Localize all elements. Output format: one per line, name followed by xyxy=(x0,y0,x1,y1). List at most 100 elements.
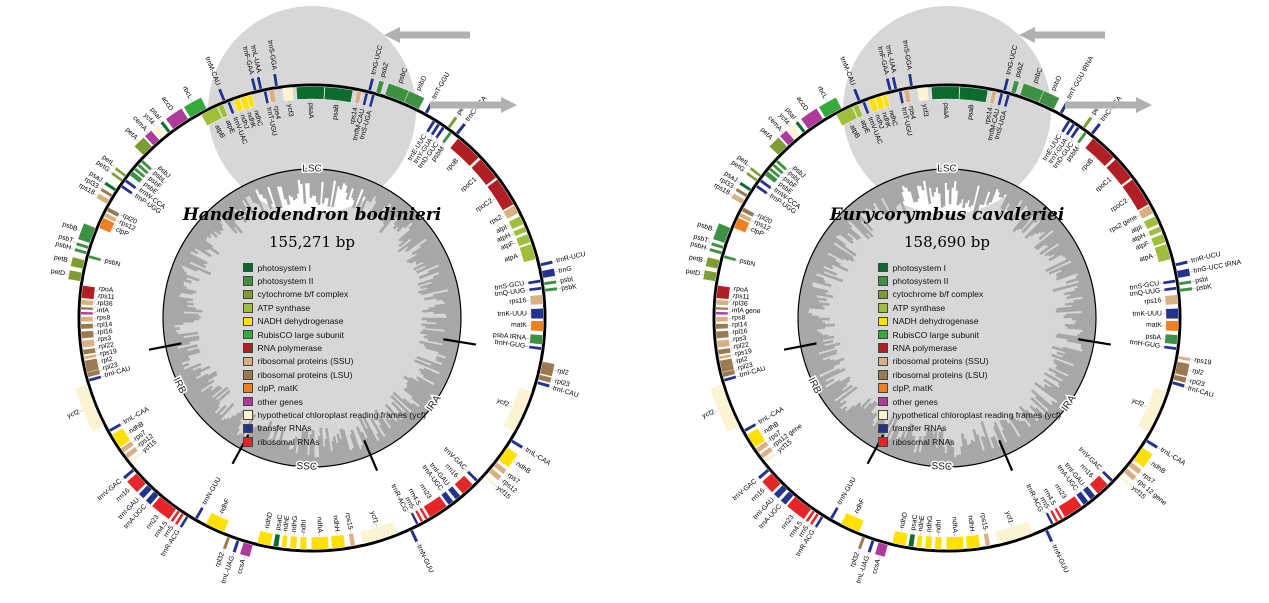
gene-block-rps19 xyxy=(718,353,732,360)
gc-bar xyxy=(1005,441,1013,454)
gc-bar xyxy=(226,194,248,223)
gene-block-trnG xyxy=(541,268,556,279)
gene-label-leader xyxy=(886,74,888,78)
gc-bar xyxy=(409,376,440,397)
gene-label-leader xyxy=(806,110,809,114)
gene-block-trnG-UCC xyxy=(367,77,375,92)
gc-bar xyxy=(352,177,363,201)
gc-bar xyxy=(1043,378,1074,400)
gc-bar xyxy=(397,203,410,218)
gene-label-leader xyxy=(908,102,911,107)
gc-bar xyxy=(415,248,445,265)
gene-label-leader xyxy=(252,107,256,111)
gene-block-trnL-UAG xyxy=(867,539,875,554)
gc-bar xyxy=(1064,287,1094,296)
gc-bar xyxy=(1082,294,1095,300)
gc-bar xyxy=(165,287,194,296)
gene-block-trnS-GCU xyxy=(1162,279,1176,285)
gene-label-leader xyxy=(494,484,498,488)
gc-bar xyxy=(216,202,243,234)
gc-bar xyxy=(419,234,437,248)
gc-bar xyxy=(163,305,196,311)
gc-bar xyxy=(832,220,849,235)
gc-bar xyxy=(819,376,851,397)
gene-block-rpl16 xyxy=(715,330,730,339)
gc-bar xyxy=(313,169,318,196)
gc-bar xyxy=(239,186,248,198)
gc-bar xyxy=(1051,403,1063,414)
gc-bar xyxy=(955,169,960,191)
gc-bar xyxy=(798,307,810,311)
gene-label-psbA: psbA xyxy=(1145,333,1162,341)
gene-block-psbT xyxy=(75,241,90,250)
gene-label-leader xyxy=(878,556,880,560)
gene-label-leader xyxy=(1099,120,1103,124)
gene-block-rps2-gene xyxy=(1138,205,1154,220)
gc-bar xyxy=(404,230,435,253)
gene-block-trnI-CAU xyxy=(723,375,737,383)
gene-label-rrn23: rrn23 xyxy=(1053,483,1068,500)
gc-bar xyxy=(1051,353,1088,369)
gc-bar xyxy=(268,443,277,462)
gc-bar xyxy=(1070,255,1084,263)
gene-block-trnT-UGU xyxy=(263,90,270,105)
gc-bar xyxy=(1051,400,1065,412)
gc-bar xyxy=(169,355,189,365)
gc-bar xyxy=(191,228,208,241)
gene-block-trnE-UUC xyxy=(425,120,436,133)
gene-label-leader xyxy=(96,354,101,356)
gc-bar xyxy=(163,322,184,326)
gc-bar xyxy=(365,427,380,452)
gc-bar xyxy=(181,243,199,255)
region-boundary-tick xyxy=(998,439,1014,472)
gc-bar xyxy=(363,180,373,198)
gc-bar xyxy=(426,279,457,290)
gc-bar xyxy=(967,171,976,201)
gc-bar xyxy=(1021,205,1047,234)
gene-block-ccsA xyxy=(239,542,254,558)
gc-bar xyxy=(798,322,826,326)
gc-bar xyxy=(1006,187,1022,212)
gc-bar xyxy=(847,205,863,223)
gc-bar xyxy=(175,255,192,264)
gc-bar xyxy=(253,179,263,195)
gene-label-leader xyxy=(1152,254,1157,257)
gene-label-leader xyxy=(699,273,704,275)
gc-bar xyxy=(417,271,455,286)
gc-bar xyxy=(1077,333,1095,339)
gc-bar xyxy=(199,389,231,418)
gene-block-trnN-GUU xyxy=(194,506,205,520)
gc-bar xyxy=(808,259,825,269)
gene-label-trnS-GCU: trnS-GCU xyxy=(1129,280,1160,292)
gc-bar xyxy=(815,378,835,391)
gene-block-cemA xyxy=(144,130,160,146)
gc-bar xyxy=(164,292,180,298)
gc-bar xyxy=(253,429,267,457)
gc-bar xyxy=(853,200,865,214)
gc-bar xyxy=(251,425,267,456)
gc-bar xyxy=(428,262,452,274)
gene-label-ndhD: ndhD xyxy=(264,512,274,529)
gene-label-leader xyxy=(101,180,105,184)
gc-bar xyxy=(189,230,214,249)
gc-bar xyxy=(845,407,866,429)
gc-bar xyxy=(191,385,221,408)
gc-bar xyxy=(336,433,346,464)
gene-block-rpl32 xyxy=(857,536,866,550)
gc-bar xyxy=(1066,338,1094,347)
gene-block-trnR-UCU xyxy=(539,260,554,267)
region-boundary-tick xyxy=(783,342,817,351)
gene-label-psbD: psbD xyxy=(415,75,428,92)
gene-label-trnS-GGA: trnS-GGA xyxy=(901,40,913,71)
gene-label-leader xyxy=(128,487,132,491)
gene-block-psaB xyxy=(324,86,354,103)
gc-bar xyxy=(966,444,973,466)
gene-block-ndhB xyxy=(111,427,131,448)
gene-block-ndhB xyxy=(1133,447,1154,468)
gene-block-psaI xyxy=(794,120,806,134)
gene-label-leader xyxy=(500,478,504,482)
gene-block-trnI-GAU xyxy=(447,485,461,500)
gc-bar xyxy=(413,252,448,271)
gene-blocks xyxy=(702,73,1193,558)
